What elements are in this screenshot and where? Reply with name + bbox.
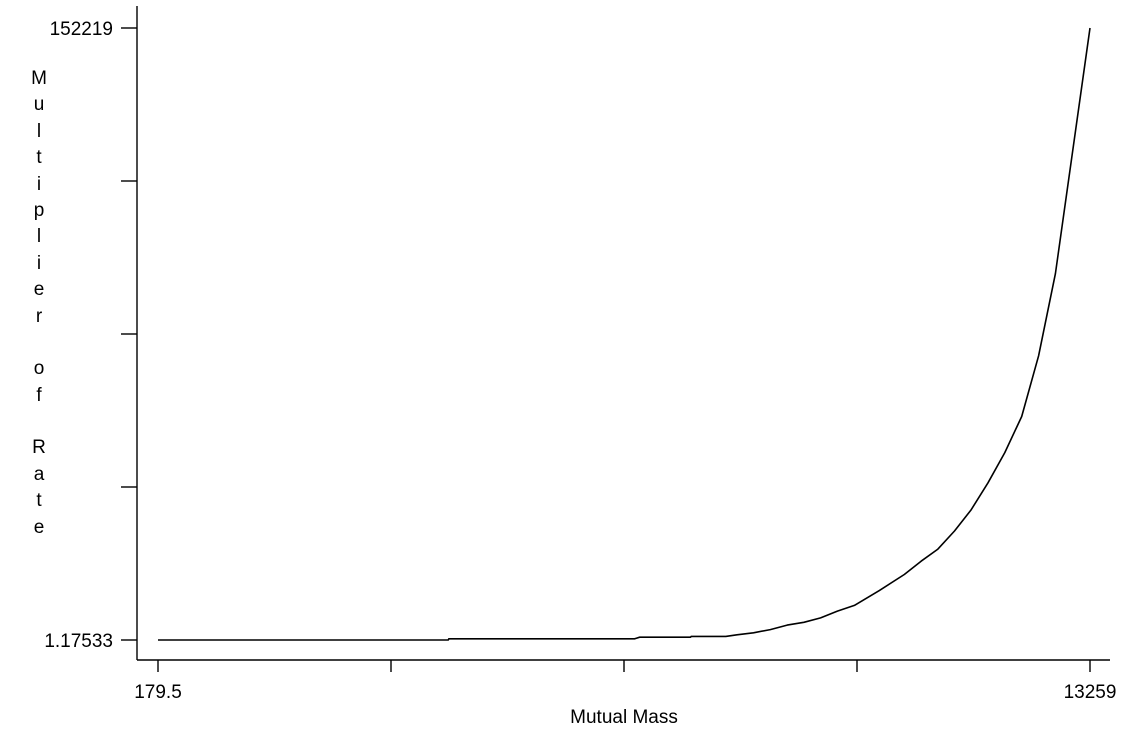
y-axis-label-char-14: R <box>32 437 46 459</box>
y-axis-label-char-15: a <box>33 463 45 485</box>
y-axis-label-char-11: o <box>33 358 45 380</box>
x-tick-label-max: 13259 <box>1064 682 1117 703</box>
y-axis-label-char-7: i <box>36 252 42 274</box>
y-axis-label-char-9: r <box>35 305 43 327</box>
y-axis-label-char-12: f <box>36 384 42 406</box>
y-axis-label-char-6: l <box>36 226 42 248</box>
chart-tick-labels: 179.5 13259 152219 1.17533 <box>44 19 1116 703</box>
chart-axes <box>136 6 1110 661</box>
x-tick-label-min: 179.5 <box>134 682 182 703</box>
y-axis-label-char-0: M <box>31 68 47 89</box>
y-tick-label-max: 152219 <box>50 19 113 40</box>
y-axis-label-char-2: l <box>36 120 42 142</box>
y-tick-label-min: 1.17533 <box>44 631 113 652</box>
y-axis-label-char-8: e <box>33 279 45 301</box>
y-axis-label-char-10 <box>28 330 50 356</box>
series-line <box>158 27 1091 641</box>
y-axis-label-char-17: e <box>33 516 45 538</box>
y-axis-label-char-5: p <box>33 199 45 221</box>
y-axis-label-char-3: t <box>36 147 42 169</box>
y-axis-label-char-13 <box>28 409 50 435</box>
chart-ticks <box>121 27 1091 672</box>
y-axis-label-char-1: u <box>33 94 45 116</box>
x-axis-label: Mutual Mass <box>570 707 678 728</box>
y-axis-label-char-4: i <box>36 173 42 195</box>
y-axis-label-char-16: t <box>36 490 42 512</box>
